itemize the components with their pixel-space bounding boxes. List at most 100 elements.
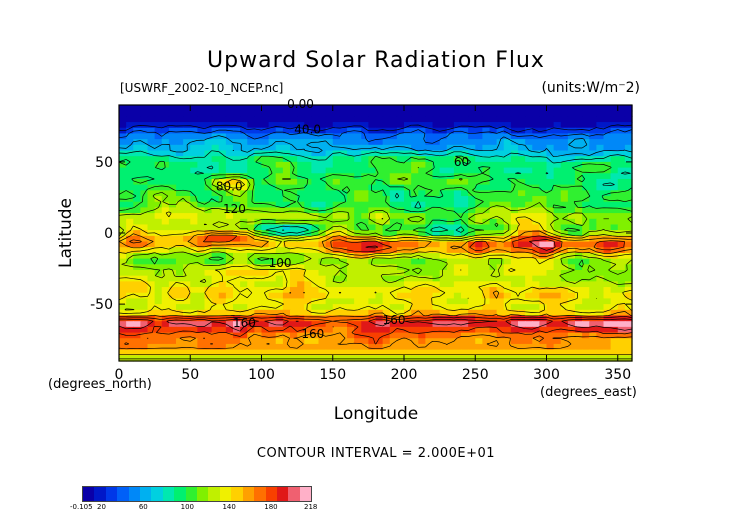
field-cell (539, 167, 548, 174)
field-cell (575, 110, 583, 117)
field-cell (275, 252, 284, 260)
field-cell (347, 218, 355, 226)
field-cell (475, 110, 483, 117)
field-cell (268, 309, 277, 317)
field-cell (475, 224, 483, 231)
field-cell (617, 156, 626, 163)
field-cell (432, 298, 441, 305)
field-cell (154, 287, 163, 294)
field-cell (325, 252, 334, 260)
field-cell (197, 343, 206, 351)
field-cell (325, 304, 334, 311)
field-cell (468, 292, 476, 300)
field-cell (297, 292, 305, 300)
field-cell (190, 355, 198, 362)
field-cell (382, 247, 391, 254)
field-cell (375, 321, 384, 328)
field-cell (361, 264, 369, 271)
field-cell (525, 304, 533, 311)
field-cell (190, 309, 198, 317)
field-cell (432, 196, 441, 203)
field-cell (425, 156, 434, 163)
field-cell (375, 315, 384, 322)
field-cell (582, 178, 590, 186)
field-cell (268, 218, 277, 226)
field-cell (240, 122, 248, 129)
field-cell (325, 281, 334, 288)
field-cell (211, 207, 220, 214)
field-cell (468, 304, 476, 311)
field-cell (432, 315, 441, 322)
field-cell (354, 235, 362, 243)
field-cell (446, 309, 455, 317)
field-cell (197, 116, 206, 123)
field-cell (624, 133, 633, 140)
field-cell (489, 332, 498, 339)
field-cell (126, 287, 134, 294)
field-cell (375, 269, 384, 277)
field-cell (275, 343, 284, 351)
field-cell (297, 122, 305, 129)
field-cell (240, 150, 248, 157)
field-cell (567, 332, 576, 339)
field-cell (311, 292, 320, 300)
field-cell (204, 213, 213, 220)
field-cell (432, 269, 441, 277)
field-cell (553, 139, 562, 146)
field-cell (539, 116, 548, 123)
field-cell (546, 218, 555, 226)
field-cell (282, 264, 291, 271)
field-cell (567, 190, 576, 197)
field-cell (560, 122, 569, 129)
field-cell (439, 332, 448, 339)
field-cell (510, 213, 519, 220)
field-cell (254, 173, 263, 180)
field-cell (610, 343, 619, 351)
field-cell (396, 213, 405, 220)
field-cell (204, 156, 213, 163)
field-cell (396, 258, 405, 265)
field-cell (468, 269, 476, 277)
field-cell (489, 207, 498, 214)
field-cell (126, 343, 134, 351)
field-cell (525, 315, 533, 322)
field-cell (225, 269, 234, 277)
field-cell (176, 355, 184, 362)
field-cell (439, 213, 448, 220)
field-cell (297, 184, 305, 191)
field-cell (596, 287, 605, 294)
field-cell (176, 304, 184, 311)
field-cell (396, 110, 405, 117)
field-cell (482, 196, 491, 203)
field-cell (532, 127, 540, 135)
field-cell (368, 258, 377, 265)
field-cell (617, 201, 626, 208)
field-cell (126, 258, 134, 265)
field-cell (617, 190, 626, 197)
field-cell (261, 309, 270, 317)
field-cell (133, 190, 141, 197)
field-cell (176, 235, 184, 243)
field-cell (610, 292, 619, 300)
field-cell (311, 201, 320, 208)
field-cell (389, 264, 398, 271)
field-cell (225, 326, 234, 334)
field-cell (382, 355, 391, 362)
field-cell (496, 287, 505, 294)
field-cell (197, 304, 206, 311)
field-cell (347, 167, 355, 174)
field-cell (446, 355, 455, 362)
field-cell (119, 287, 127, 294)
field-cell (482, 247, 491, 254)
field-cell (453, 247, 462, 254)
field-cell (354, 133, 362, 140)
field-cell (240, 139, 248, 146)
field-cell (361, 184, 369, 191)
field-cell (126, 218, 134, 226)
field-cell (275, 133, 284, 140)
field-cell (318, 156, 327, 163)
field-cell (304, 167, 312, 174)
field-cell (354, 144, 362, 152)
field-cell (525, 332, 533, 339)
field-cell (161, 116, 170, 123)
